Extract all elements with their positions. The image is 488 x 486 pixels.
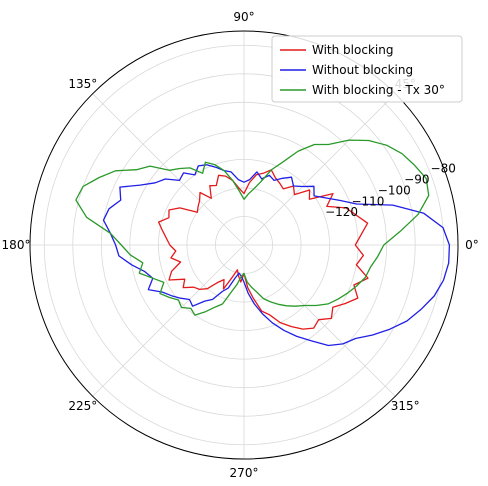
r-tick-label: −120 (325, 205, 358, 219)
theta-tick-label: 90° (233, 10, 254, 24)
polar-outer-ring (29, 30, 459, 460)
theta-tick-label: 135° (68, 77, 97, 91)
theta-tick-label: 270° (230, 466, 259, 480)
legend-label-with-blocking: With blocking (312, 43, 393, 57)
legend-box (271, 35, 463, 103)
polar-grid (30, 31, 458, 459)
legend-label-with-blocking-tx30: With blocking - Tx 30° (312, 83, 445, 97)
theta-tick-label: 315° (391, 399, 420, 413)
r-tick-label: −90 (404, 172, 429, 186)
r-tick-label: −110 (351, 194, 384, 208)
theta-tick-label: 225° (68, 399, 97, 413)
r-tick-label: −80 (431, 162, 456, 176)
theta-tick-label: 0° (465, 238, 479, 252)
theta-tick-labels: 0°45°90°135°180°225°270°315° (2, 10, 479, 480)
theta-tick-label: 180° (2, 238, 31, 252)
grid-spoke (92, 93, 245, 246)
legend-label-without-blocking: Without blocking (312, 63, 413, 77)
grid-spoke (243, 244, 396, 397)
series-line-2 (75, 139, 430, 316)
series-line-0 (157, 169, 369, 330)
r-tick-label: −100 (378, 183, 411, 197)
series-layer (75, 139, 451, 347)
legend: With blocking Without blocking With bloc… (271, 35, 463, 103)
grid-spoke (92, 244, 245, 397)
series-line-1 (102, 164, 451, 347)
r-tick-labels: −120−110−100−90−80 (325, 162, 456, 220)
grid-spoke (243, 93, 396, 246)
